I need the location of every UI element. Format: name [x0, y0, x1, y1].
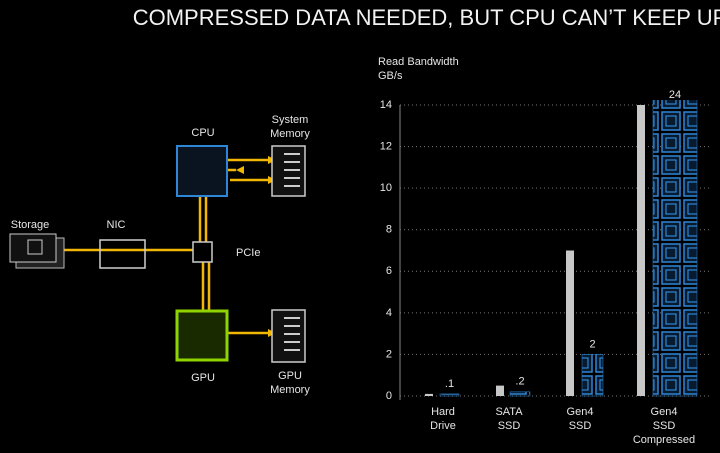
y-tick-label: 0: [386, 390, 392, 402]
value-label: 2: [589, 338, 595, 350]
node-label: Memory: [270, 128, 310, 140]
storage-card: [9, 233, 57, 263]
node-label: Memory: [270, 384, 310, 396]
y-tick-label: 4: [386, 307, 392, 319]
x-tick-label: Drive: [430, 420, 456, 432]
x-tick-label: SSD: [653, 420, 676, 432]
node-label: NIC: [107, 219, 126, 231]
diagram: [9, 145, 306, 363]
node-label: CPU: [191, 127, 214, 139]
x-tick-label: Gen4: [567, 406, 594, 418]
storage-chip: [27, 239, 43, 255]
x-tick-label: Hard: [431, 406, 455, 418]
bar: [581, 354, 604, 397]
bar: [509, 391, 531, 397]
x-tick-label: SSD: [569, 420, 592, 432]
x-tick-label: SSD: [498, 420, 521, 432]
slide-title: COMPRESSED DATA NEEDED, BUT CPU CAN’T KE…: [133, 5, 720, 30]
cpu-chip: [176, 145, 228, 197]
y-tick-label: 8: [386, 224, 392, 236]
gpu-chip: [175, 309, 229, 362]
y-tick-label: 10: [380, 182, 392, 194]
bar: [425, 393, 433, 396]
y-tick-label: 12: [380, 140, 392, 152]
nic-box: [99, 239, 146, 269]
x-tick-label: Gen4: [651, 406, 678, 418]
value-label: .2: [515, 376, 524, 388]
x-tick-label: Compressed: [633, 434, 695, 446]
x-tick-label: SATA: [495, 406, 523, 418]
value-label: .1: [445, 378, 454, 390]
arrow: [236, 166, 244, 174]
node-label: GPU: [278, 370, 302, 382]
bar: [566, 250, 574, 396]
node-label: Storage: [11, 219, 50, 231]
bar: [439, 393, 460, 397]
y-tick-label: 14: [380, 99, 392, 111]
bar: [496, 385, 504, 396]
bar: [637, 105, 645, 396]
node-label: PCIe: [236, 247, 260, 259]
data-path: [62, 158, 268, 252]
plot: [425, 100, 698, 397]
node-label: System: [272, 114, 309, 126]
node-label: GPU: [191, 372, 215, 384]
bar: [652, 100, 698, 397]
y-axis-label: Read Bandwidth: [378, 56, 459, 68]
y-tick-label: 6: [386, 265, 392, 277]
value-label: 24: [669, 89, 681, 101]
y-tick-label: 2: [386, 348, 392, 360]
y-axis-label: GB/s: [378, 70, 403, 82]
pcie-box: [192, 241, 213, 263]
